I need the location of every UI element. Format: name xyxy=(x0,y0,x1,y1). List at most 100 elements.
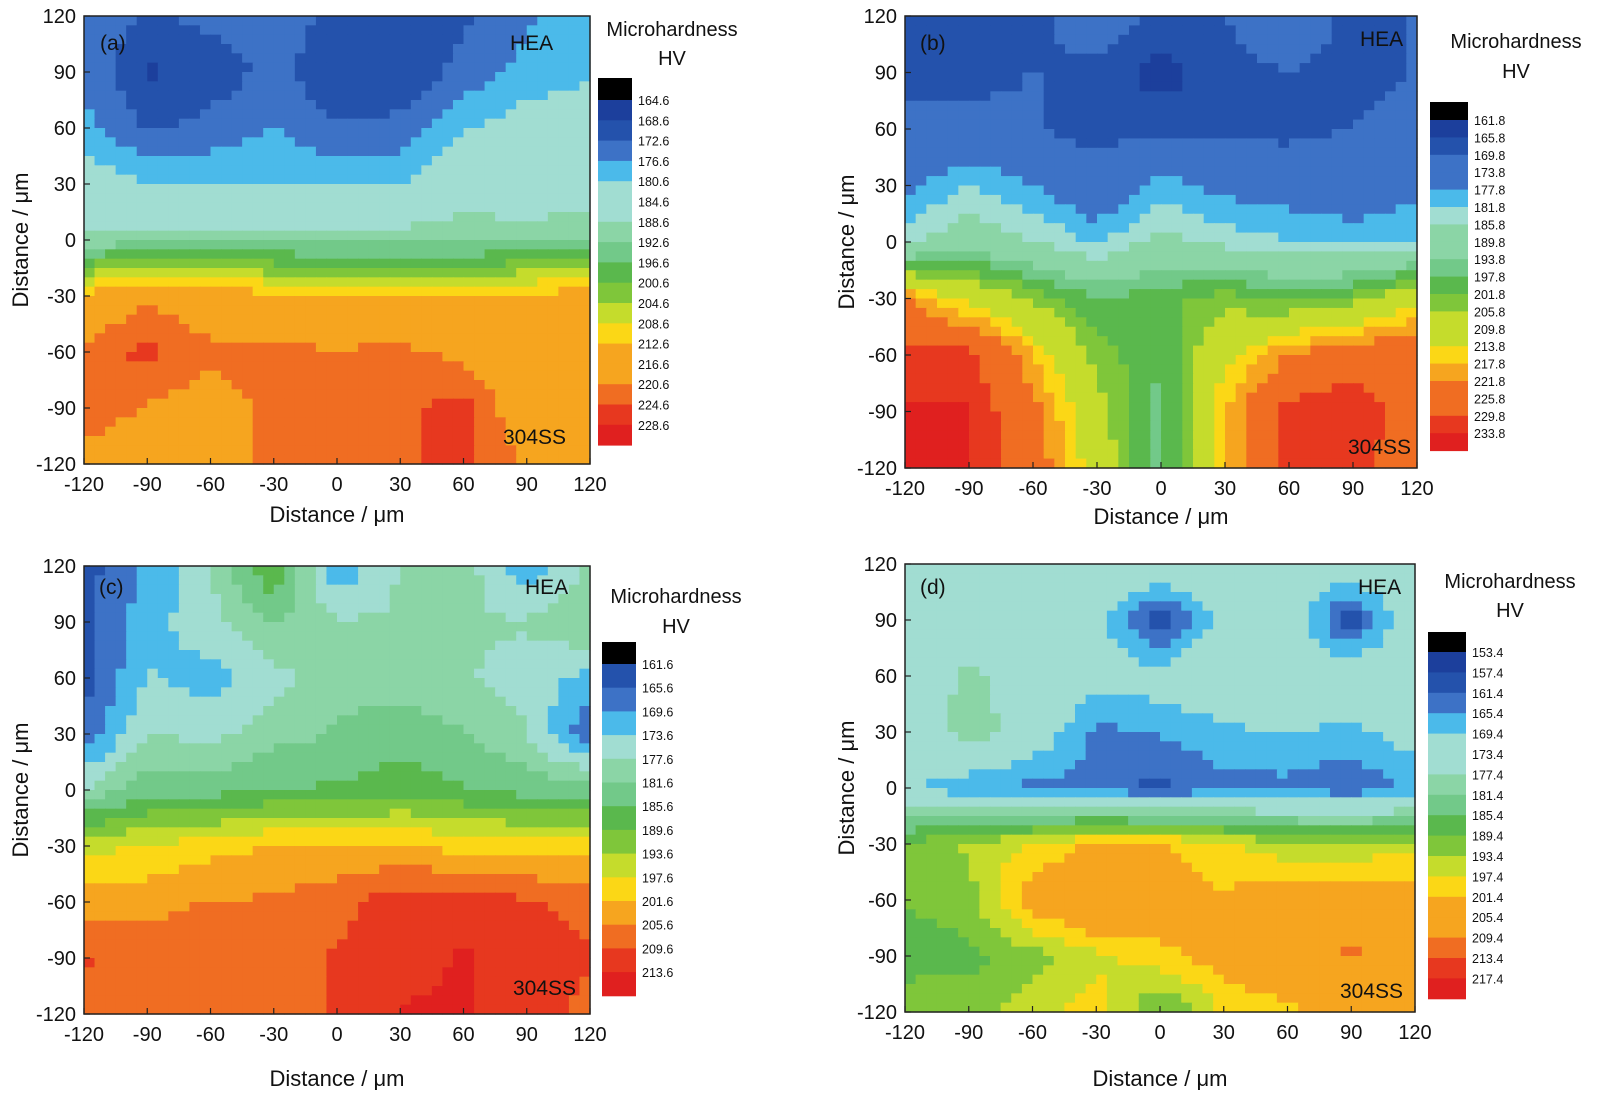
contour-cell xyxy=(1001,364,1013,375)
contour-cell xyxy=(315,193,328,204)
contour-cell xyxy=(168,174,180,185)
contour-cell xyxy=(1289,157,1301,168)
contour-cell xyxy=(969,345,981,356)
contour-cell xyxy=(1065,81,1077,92)
contour-cell xyxy=(905,298,917,309)
contour-cell xyxy=(273,240,285,250)
contour-cell xyxy=(969,166,981,177)
colorbar-swatch xyxy=(598,242,632,263)
contour-cell xyxy=(1150,317,1162,328)
contour-cell xyxy=(1107,129,1119,140)
contour-cell xyxy=(1022,185,1034,196)
contour-cell xyxy=(1278,392,1290,403)
contour-cell xyxy=(1385,242,1397,253)
contour-cell xyxy=(1331,223,1343,234)
contour-cell xyxy=(326,426,338,437)
contour-cell xyxy=(221,333,233,344)
contour-cell xyxy=(294,268,306,278)
contour-cell xyxy=(1011,383,1023,394)
contour-cell xyxy=(263,436,275,446)
contour-cell xyxy=(926,223,938,234)
contour-cell xyxy=(1075,100,1087,111)
contour-cell xyxy=(210,128,222,138)
contour-cell xyxy=(1107,298,1119,309)
contour-cell xyxy=(84,603,96,614)
contour-cell xyxy=(221,184,233,194)
contour-cell xyxy=(969,449,981,460)
contour-cell xyxy=(979,138,991,149)
contour-cell xyxy=(1374,298,1386,309)
contour-cell xyxy=(178,25,191,36)
contour-cell xyxy=(242,352,254,362)
contour-cell xyxy=(452,575,465,586)
contour-cell xyxy=(315,212,328,222)
contour-cell xyxy=(178,156,191,166)
contour-cell xyxy=(421,417,433,428)
contour-cell xyxy=(358,62,370,73)
contour-cell xyxy=(231,165,243,176)
contour-cell xyxy=(505,258,517,269)
contour-cell xyxy=(84,146,96,157)
colorbar-tick-label: 213.8 xyxy=(1474,340,1505,354)
contour-cell xyxy=(558,408,570,418)
contour-cell xyxy=(94,109,106,120)
contour-cell xyxy=(1182,232,1194,243)
contour-cell xyxy=(516,137,528,148)
contour-cell xyxy=(516,34,528,45)
contour-cell xyxy=(421,445,433,456)
contour-cell xyxy=(979,223,991,234)
contour-cell xyxy=(1225,110,1237,121)
contour-cell xyxy=(947,53,959,64)
contour-cell xyxy=(147,193,159,204)
contour-cell xyxy=(1011,166,1023,177)
contour-cell xyxy=(1129,420,1141,431)
contour-cell xyxy=(1310,185,1322,196)
contour-cell xyxy=(157,62,169,73)
contour-cell xyxy=(410,389,422,400)
contour-cell xyxy=(1054,34,1066,45)
contour-cell xyxy=(1107,449,1119,460)
contour-cell xyxy=(1086,185,1098,196)
contour-cell xyxy=(579,100,591,110)
contour-cell xyxy=(547,118,559,129)
contour-cell xyxy=(1001,63,1013,74)
contour-cell xyxy=(484,436,496,446)
contour-cell xyxy=(136,100,148,110)
contour-cell xyxy=(937,298,949,309)
contour-cell xyxy=(463,53,475,64)
contour-cell xyxy=(294,342,306,353)
contour-cell xyxy=(105,277,117,288)
contour-cell xyxy=(326,25,338,36)
contour-cell xyxy=(1033,317,1045,328)
contour-cell xyxy=(463,575,475,586)
contour-cell xyxy=(958,157,970,168)
contour-cell xyxy=(1193,185,1205,196)
contour-cell xyxy=(1001,279,1013,290)
contour-cell xyxy=(231,389,243,400)
contour-cell xyxy=(568,230,581,241)
contour-cell xyxy=(1182,430,1194,441)
contour-cell xyxy=(463,240,475,250)
contour-cell xyxy=(452,408,465,418)
contour-cell xyxy=(905,430,917,441)
contour-cell xyxy=(221,128,233,138)
contour-cell xyxy=(452,137,465,148)
contour-cell xyxy=(389,305,401,316)
contour-cell xyxy=(410,25,422,36)
contour-cell xyxy=(305,342,317,353)
contour-cell xyxy=(1033,411,1045,422)
contour-cell xyxy=(1033,213,1045,224)
contour-cell xyxy=(537,277,549,288)
contour-cell xyxy=(1331,34,1343,45)
contour-cell xyxy=(400,398,412,409)
contour-cell xyxy=(1406,25,1418,36)
contour-cell xyxy=(558,566,570,576)
contour-cell xyxy=(442,81,454,92)
contour-cell xyxy=(568,584,581,595)
contour-cell xyxy=(1193,129,1205,140)
contour-cell xyxy=(1118,251,1130,262)
contour-cell xyxy=(1257,383,1269,394)
contour-cell xyxy=(516,193,528,204)
contour-cell xyxy=(579,333,591,344)
contour-cell xyxy=(1289,44,1301,55)
